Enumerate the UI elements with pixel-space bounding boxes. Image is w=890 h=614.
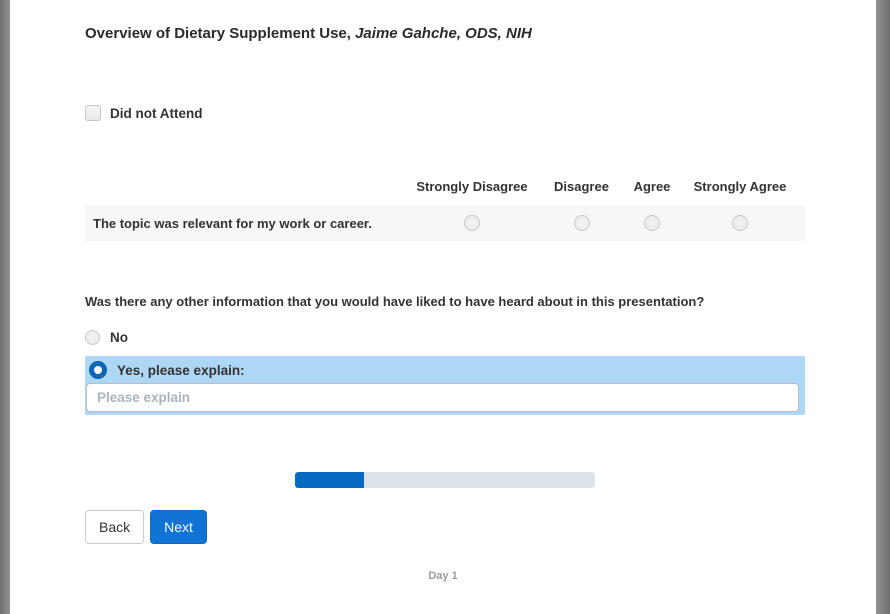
survey-page: Overview of Dietary Supplement Use, Jaim… xyxy=(10,0,876,614)
window-left-edge xyxy=(0,0,10,614)
window-right-edge xyxy=(876,0,890,614)
column-header-strongly-agree: Strongly Agree xyxy=(693,179,787,194)
radio-no[interactable] xyxy=(85,329,100,345)
option-yes[interactable]: Yes, please explain: xyxy=(85,359,802,381)
radio-strongly-agree[interactable] xyxy=(732,215,748,231)
option-no[interactable]: No xyxy=(85,326,805,348)
navigation-buttons: Back Next xyxy=(85,510,805,544)
option-yes-highlight: Yes, please explain: xyxy=(85,356,805,415)
please-explain-input[interactable] xyxy=(86,383,799,412)
radio-strongly-disagree[interactable] xyxy=(464,215,480,231)
progress-bar-fill xyxy=(295,472,364,488)
column-header-agree: Agree xyxy=(633,179,671,194)
open-question-text: Was there any other information that you… xyxy=(85,294,705,309)
option-yes-label: Yes, please explain: xyxy=(117,362,245,378)
page-title-regular: Overview of Dietary Supplement Use, xyxy=(85,25,356,42)
did-not-attend-checkbox[interactable] xyxy=(85,105,101,121)
next-button[interactable]: Next xyxy=(150,510,207,544)
back-button[interactable]: Back xyxy=(85,510,145,544)
progress-bar xyxy=(295,472,595,488)
page-title-italic: Jaime Gahche, ODS, NIH xyxy=(355,25,532,42)
option-no-label: No xyxy=(110,329,128,345)
rating-matrix-header: Strongly Disagree Disagree Agree Strongl… xyxy=(85,179,805,194)
did-not-attend-option[interactable]: Did not Attend xyxy=(85,105,805,121)
page-title: Overview of Dietary Supplement Use, Jaim… xyxy=(85,0,805,42)
radio-yes[interactable] xyxy=(89,361,107,379)
did-not-attend-label: Did not Attend xyxy=(110,105,203,121)
column-header-disagree: Disagree xyxy=(554,179,609,194)
rating-matrix: Strongly Disagree Disagree Agree Strongl… xyxy=(85,179,805,241)
radio-agree[interactable] xyxy=(644,215,660,231)
matrix-row-statement: The topic was relevant for my work or ca… xyxy=(93,215,372,231)
footer-day-label: Day 1 xyxy=(428,570,458,582)
column-header-strongly-disagree: Strongly Disagree xyxy=(416,179,528,194)
radio-disagree[interactable] xyxy=(573,215,590,231)
matrix-row: The topic was relevant for my work or ca… xyxy=(85,205,805,241)
